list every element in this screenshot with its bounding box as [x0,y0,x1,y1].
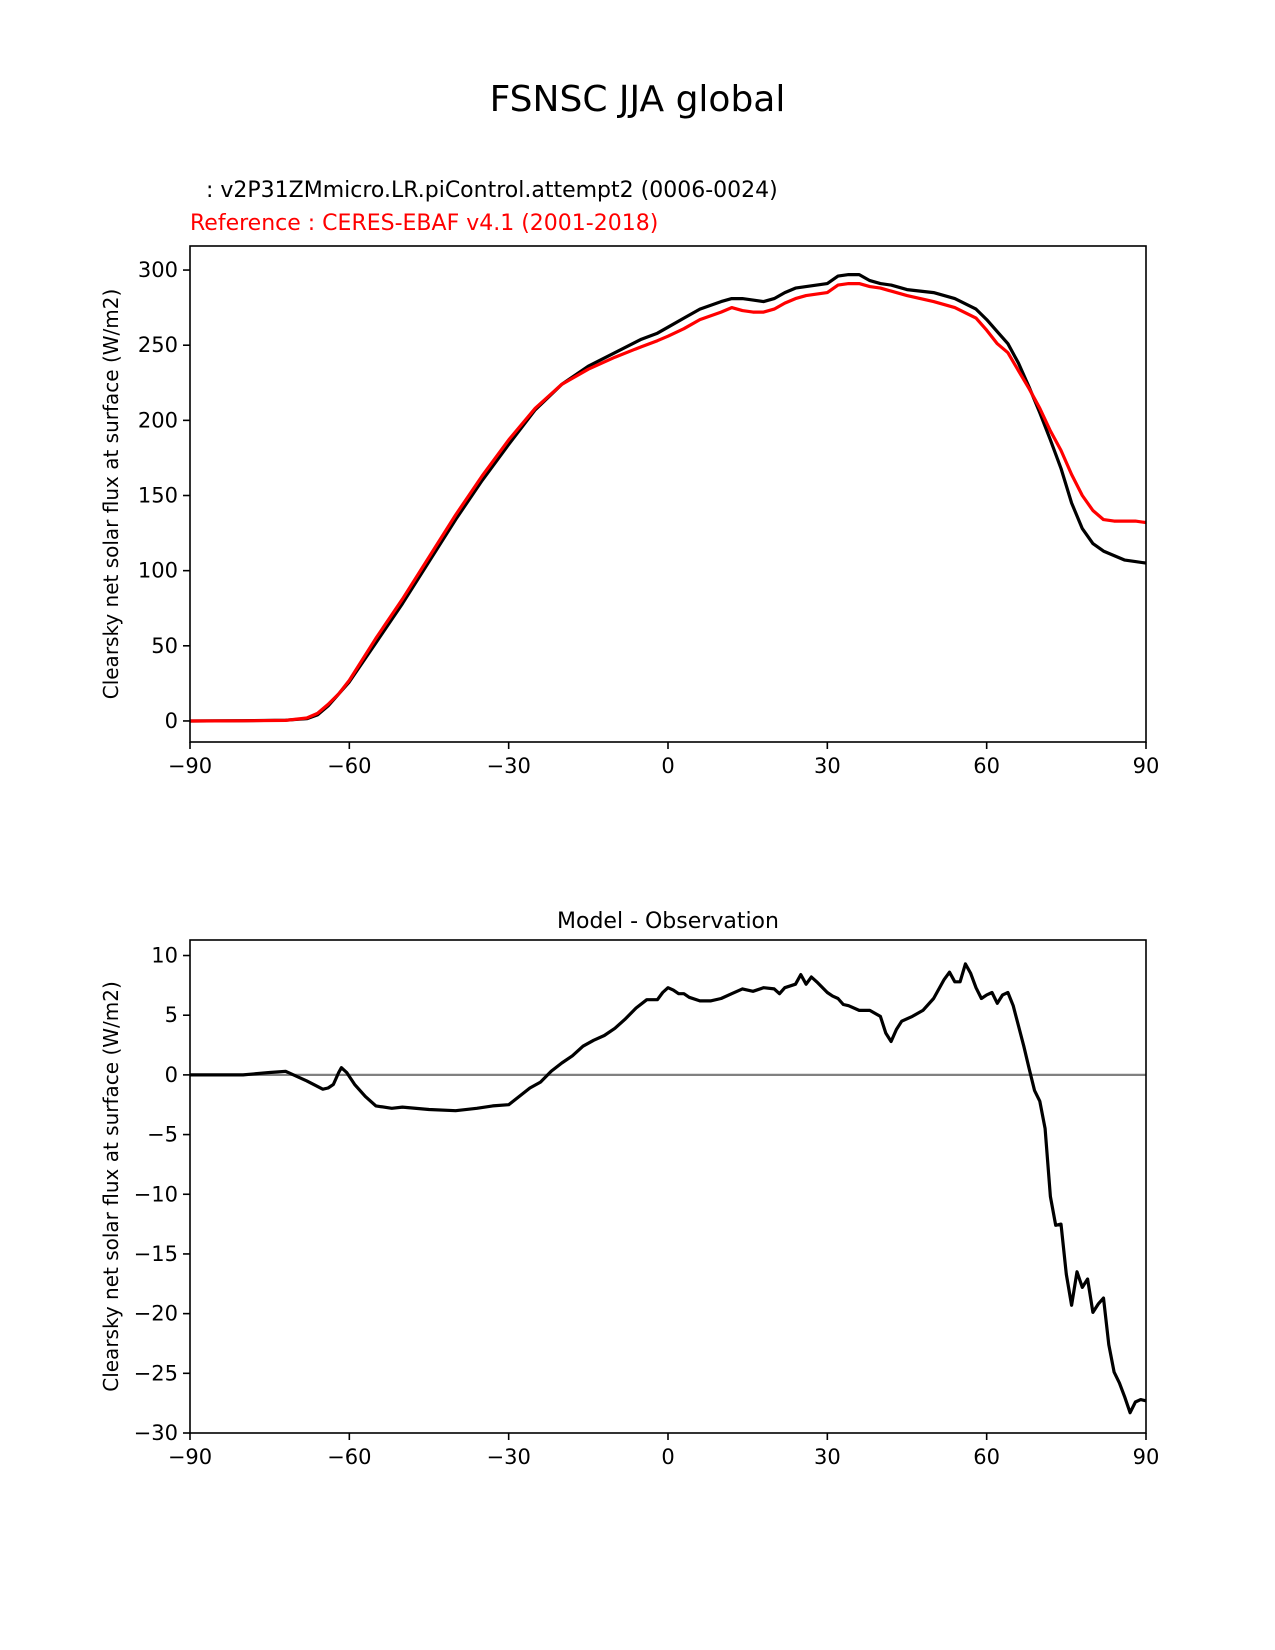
series-line-0-0 [189,273,1147,723]
y-tick-label: 5 [165,1003,178,1027]
y-tick-label: 150 [138,484,178,508]
plot-frame-0 [189,245,1147,743]
x-tick-label: 0 [661,1445,674,1469]
x-tick-label: 60 [973,754,1000,778]
x-tick-label: 90 [1133,754,1160,778]
test-run-label: : v2P31ZMmicro.LR.piControl.attempt2 (00… [199,178,778,203]
x-tick-label: 0 [661,754,674,778]
plot-frame-1 [189,939,1147,1434]
y-tick-label: 300 [138,258,178,282]
x-tick-label: −30 [487,754,531,778]
y-tick-label: −30 [134,1421,178,1445]
x-tick-label: 30 [814,754,841,778]
x-tick-label: 30 [814,1445,841,1469]
y-tick-label: −20 [134,1302,178,1326]
y-tick-label: −5 [147,1123,178,1147]
y-tick-label: 100 [138,559,178,583]
y-tick-label: 0 [165,1063,178,1087]
figure-suptitle: FSNSC JJA global [490,79,786,120]
top-line-chart: −90 −60 −30 0 30 60 90 0 50 100 150 200 250 300 Clears… [99,245,1160,778]
y-tick-label: 0 [165,709,178,733]
y-axis-label: Clearsky net solar flux at surface (W/m2… [99,981,123,1392]
y-tick-label: 50 [151,634,178,658]
x-tick-label: −90 [168,1445,212,1469]
y-tick-label: 10 [151,944,178,968]
difference-line-chart: Model - Observation −90 −60 −30 0 30 60 90 10 5 0 −… [99,909,1159,1469]
y-tick-label: 250 [138,333,178,357]
y-axis-label: Clearsky net solar flux at surface (W/m2… [99,289,123,700]
x-tick-label: 90 [1133,1445,1160,1469]
x-tick-label: −60 [327,1445,371,1469]
reference-label: Reference : CERES-EBAF v4.1 (2001-2018) [190,211,658,236]
y-tick-label: −25 [134,1361,178,1385]
y-tick-label: −15 [134,1242,178,1266]
chart-title-1: Model - Observation [557,909,779,934]
y-tick-label: 200 [138,408,178,432]
x-tick-label: −60 [327,754,371,778]
x-tick-label: −90 [168,754,212,778]
y-tick-label: −10 [134,1182,178,1206]
x-tick-label: 60 [973,1445,1000,1469]
x-tick-label: −30 [487,1445,531,1469]
series-line-1-0 [190,962,1147,1415]
series-line-0-1 [189,282,1147,723]
